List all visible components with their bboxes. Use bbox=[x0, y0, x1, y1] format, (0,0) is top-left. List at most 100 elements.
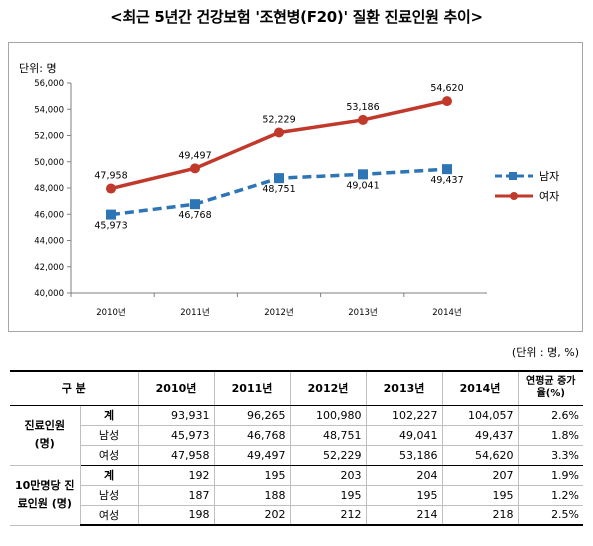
table-cell: 188 bbox=[214, 485, 291, 506]
data-label: 49,041 bbox=[346, 180, 379, 191]
y-tick-label: 48,000 bbox=[34, 184, 64, 194]
x-tick-label: 2011년 bbox=[180, 307, 209, 318]
table-cell: 49,497 bbox=[214, 445, 291, 466]
x-tick-label: 2014년 bbox=[432, 307, 461, 318]
data-label: 47,958 bbox=[94, 171, 127, 182]
table-cell: 52,229 bbox=[290, 445, 367, 466]
table-cell: 192 bbox=[138, 465, 215, 486]
data-point-female bbox=[274, 127, 284, 138]
header-year: 2010년 bbox=[138, 370, 215, 406]
data-label: 46,768 bbox=[178, 210, 211, 221]
table-cell: 49,041 bbox=[366, 425, 443, 446]
table-cell: 214 bbox=[366, 505, 443, 526]
x-tick-label: 2012년 bbox=[264, 307, 293, 318]
table-cell-growth: 1.8% bbox=[518, 425, 584, 446]
chart-frame: 단위: 명 40,000 42,000 44,000 46,000 48,000 50,00… bbox=[8, 42, 583, 332]
row-group-label: 10만명당 진료인원 (명) bbox=[10, 465, 81, 526]
table-cell-growth: 2.5% bbox=[518, 505, 584, 526]
row-sub-label: 여성 bbox=[80, 445, 139, 466]
table-row: 남성 45,973 46,768 48,751 49,041 49,437 1.8% bbox=[10, 425, 584, 446]
table-cell-growth: 3.3% bbox=[518, 445, 584, 466]
legend-marker-square bbox=[509, 172, 517, 180]
table-cell: 195 bbox=[366, 485, 443, 506]
table-cell: 195 bbox=[442, 485, 519, 506]
y-tick-label: 54,000 bbox=[34, 105, 64, 115]
y-tick-label: 52,000 bbox=[34, 132, 64, 142]
table-cell-growth: 1.9% bbox=[518, 465, 584, 486]
table-row: 남성 187 188 195 195 195 1.2% bbox=[10, 485, 584, 506]
data-label: 54,620 bbox=[430, 83, 463, 94]
header-year: 2011년 bbox=[214, 370, 291, 406]
data-label: 48,751 bbox=[262, 184, 295, 195]
table-cell: 195 bbox=[290, 485, 367, 506]
table-cell: 207 bbox=[442, 465, 519, 486]
page-title: <최근 5년간 건강보험 '조현병(F20)' 질환 진료인원 추이> bbox=[110, 8, 483, 26]
data-point-female bbox=[190, 163, 200, 174]
row-group-label: 진료인원 (명) bbox=[10, 405, 81, 466]
data-point-male bbox=[274, 173, 284, 184]
x-tick-label: 2013년 bbox=[348, 307, 377, 318]
table-unit-note: (단위 : 명, %) bbox=[511, 346, 579, 359]
legend-label: 남자 bbox=[539, 170, 559, 183]
data-label: 52,229 bbox=[262, 114, 295, 125]
data-label: 49,437 bbox=[430, 175, 463, 186]
table-cell: 53,186 bbox=[366, 445, 443, 466]
data-point-male bbox=[358, 169, 368, 180]
table-row: 진료인원 (명) 계 93,931 96,265 100,980 102,227 104,0… bbox=[10, 405, 584, 466]
row-sub-label: 계 bbox=[80, 405, 139, 426]
data-point-female bbox=[106, 183, 116, 194]
table-cell: 187 bbox=[138, 485, 215, 506]
table-header-row: 구 분 2010년 2011년 2012년 2013년 2014년 연평균 증가… bbox=[10, 370, 584, 406]
table-cell: 45,973 bbox=[138, 425, 215, 446]
data-point-male bbox=[106, 209, 116, 220]
table-row: 여성 47,958 49,497 52,229 53,186 54,620 3.3% bbox=[10, 445, 584, 466]
header-category: 구 분 bbox=[10, 370, 139, 406]
table-cell: 204 bbox=[366, 465, 443, 486]
y-tick-label: 44,000 bbox=[34, 237, 64, 247]
row-sub-label: 계 bbox=[80, 465, 139, 486]
data-label: 45,973 bbox=[94, 221, 127, 232]
x-tick-label: 2010년 bbox=[96, 307, 125, 318]
table-cell: 104,057 bbox=[442, 405, 519, 426]
header-year: 2013년 bbox=[366, 370, 443, 406]
table-cell: 93,931 bbox=[138, 405, 215, 426]
table-cell: 203 bbox=[290, 465, 367, 486]
data-point-male bbox=[190, 199, 200, 210]
table-cell: 47,958 bbox=[138, 445, 215, 466]
data-label: 53,186 bbox=[346, 102, 379, 113]
y-tick-label: 46,000 bbox=[34, 210, 64, 220]
table-cell: 102,227 bbox=[366, 405, 443, 426]
table-row: 여성 198 202 212 214 218 2.5% bbox=[10, 505, 584, 526]
header-growth: 연평균 증가율(%) bbox=[518, 370, 584, 406]
y-tick-label: 42,000 bbox=[34, 263, 64, 273]
table-cell: 100,980 bbox=[290, 405, 367, 426]
row-sub-label: 여성 bbox=[80, 505, 139, 526]
table-cell: 198 bbox=[138, 505, 215, 526]
legend-marker-circle bbox=[510, 192, 518, 200]
table-cell: 96,265 bbox=[214, 405, 291, 426]
table-cell: 202 bbox=[214, 505, 291, 526]
table-cell: 49,437 bbox=[442, 425, 519, 446]
table-cell-growth: 2.6% bbox=[518, 405, 584, 426]
table-cell-growth: 1.2% bbox=[518, 485, 584, 506]
y-tick-label: 50,000 bbox=[34, 158, 64, 168]
row-sub-label: 남성 bbox=[80, 485, 139, 506]
table-cell: 195 bbox=[214, 465, 291, 486]
table-cell: 212 bbox=[290, 505, 367, 526]
data-label: 49,497 bbox=[178, 150, 211, 161]
data-point-female bbox=[442, 96, 452, 107]
table-cell: 218 bbox=[442, 505, 519, 526]
header-year: 2014년 bbox=[442, 370, 519, 406]
data-point-male bbox=[442, 164, 452, 175]
row-sub-label: 남성 bbox=[80, 425, 139, 446]
y-tick-label: 40,000 bbox=[34, 289, 64, 299]
table-cell: 46,768 bbox=[214, 425, 291, 446]
table-cell: 54,620 bbox=[442, 445, 519, 466]
line-chart: 단위: 명 40,000 42,000 44,000 46,000 48,000 50,00… bbox=[19, 62, 559, 318]
header-year: 2012년 bbox=[290, 370, 367, 406]
data-point-female bbox=[358, 114, 368, 125]
legend-label: 여자 bbox=[539, 190, 559, 203]
data-table: 구 분 2010년 2011년 2012년 2013년 2014년 연평균 증가… bbox=[10, 370, 584, 526]
y-tick-label: 56,000 bbox=[34, 79, 64, 89]
table-row: 10만명당 진료인원 (명) 계 192 195 203 204 207 1.9% bbox=[10, 465, 584, 526]
